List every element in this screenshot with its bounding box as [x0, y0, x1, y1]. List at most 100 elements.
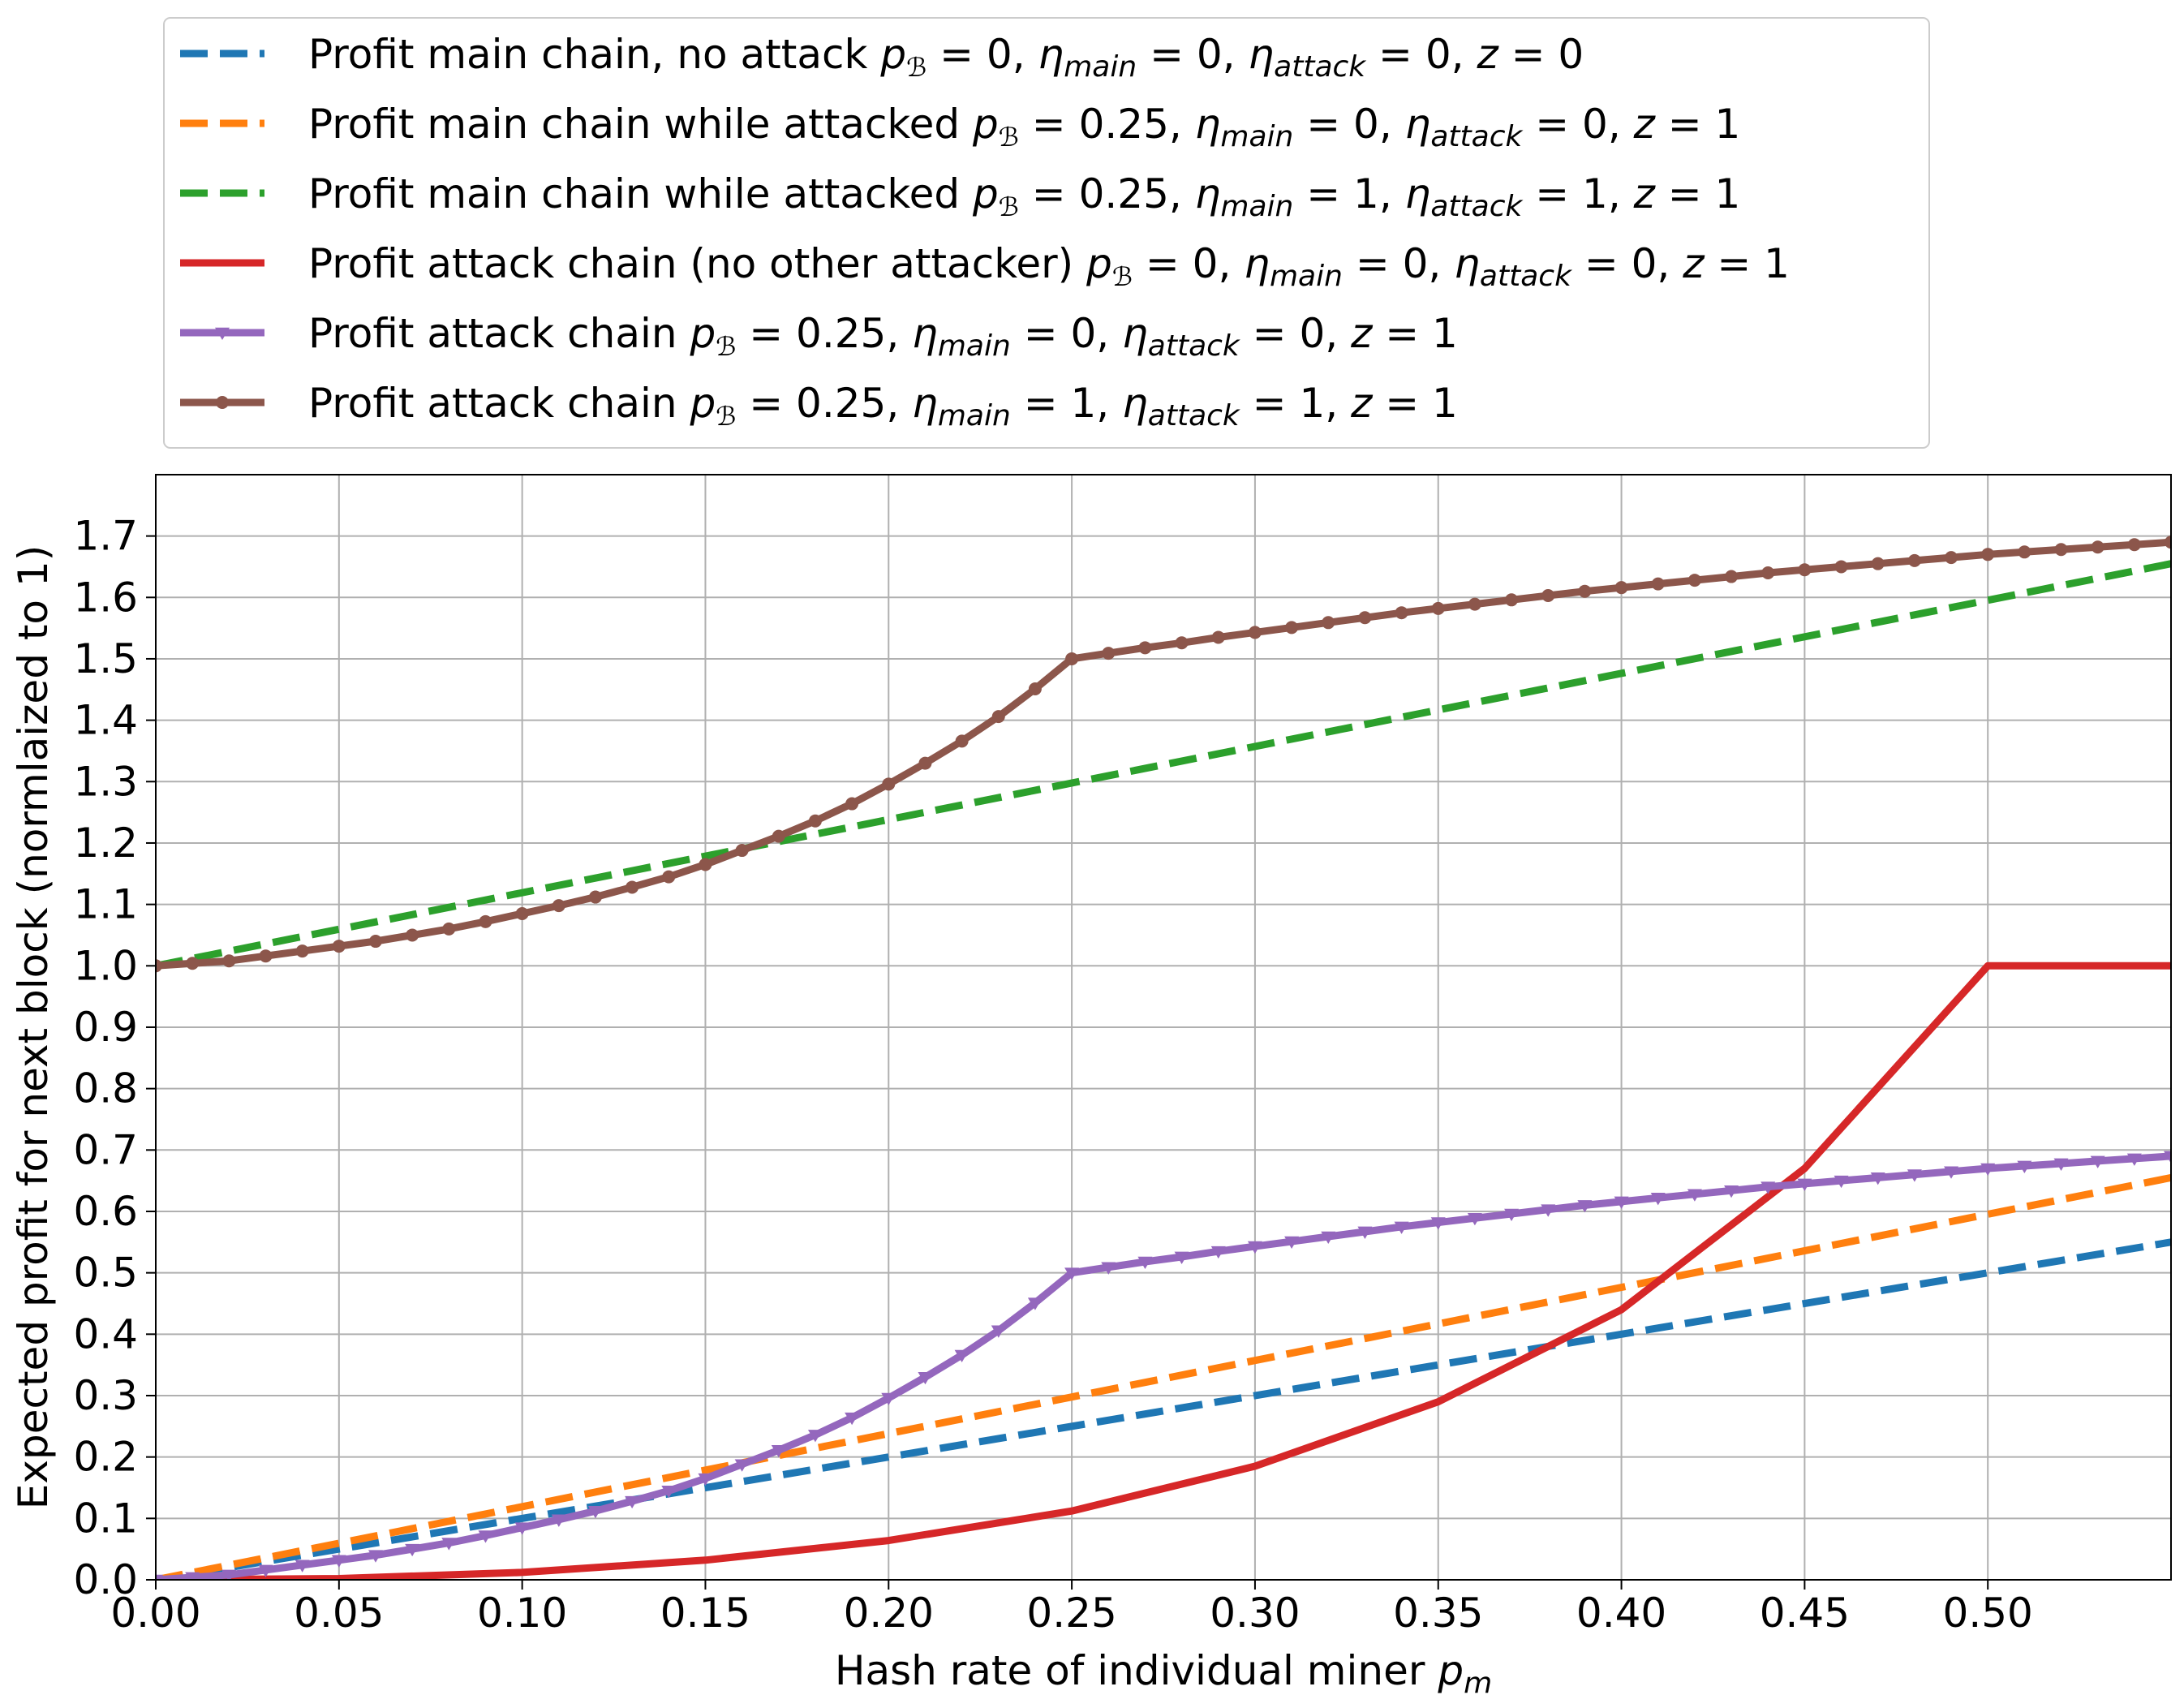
- series-line: [156, 1152, 2171, 1580]
- series-point: [2017, 1160, 2032, 1173]
- x-tick-label: 0.45: [1760, 1590, 1850, 1637]
- series-point: [1175, 636, 1189, 650]
- series-point: [918, 1371, 933, 1385]
- series-point: [661, 1485, 677, 1499]
- series-point: [1761, 1181, 1776, 1194]
- x-tick-label: 0.25: [1026, 1590, 1116, 1637]
- legend-label: Profit main chain, no attack pℬ = 0, ηma…: [308, 31, 1584, 84]
- legend-label: Profit attack chain (no other attacker) …: [308, 240, 1790, 293]
- legend-item: Profit attack chain (no other attacker) …: [180, 240, 1790, 293]
- series-point: [1358, 611, 1372, 625]
- x-tick-label: 0.30: [1210, 1590, 1300, 1637]
- series-point: [734, 1459, 750, 1472]
- series-point: [807, 1430, 823, 1443]
- series-point: [2127, 538, 2141, 552]
- series-point: [1614, 581, 1628, 595]
- x-tick-label: 0.35: [1393, 1590, 1483, 1637]
- y-tick-label: 1.3: [73, 758, 138, 805]
- series-point: [662, 870, 676, 884]
- series-point: [156, 1574, 163, 1580]
- series-point: [882, 777, 896, 791]
- y-tick-label: 0.4: [73, 1310, 138, 1357]
- ticks: 0.00 0.05 0.10 0.15 0.20 0.25 0.30 0.35 0.40 0.45…: [73, 513, 2032, 1637]
- series-point: [735, 844, 749, 858]
- series-point: [215, 327, 230, 340]
- series-point: [2165, 536, 2171, 549]
- x-tick-label: 0.50: [1943, 1590, 2033, 1637]
- series-point: [1870, 1172, 1885, 1185]
- series-point: [1322, 616, 1335, 630]
- series-point: [845, 797, 859, 811]
- series-point: [1651, 577, 1665, 591]
- series-point: [1101, 1262, 1116, 1275]
- series-point: [2126, 1153, 2142, 1166]
- series-point: [2018, 545, 2031, 559]
- series-point: [954, 1349, 969, 1363]
- series-point: [1064, 1267, 1080, 1280]
- series-point: [186, 957, 200, 970]
- series-point: [1430, 1217, 1446, 1230]
- series-point: [1578, 584, 1592, 598]
- legend-label: Profit main chain while attacked pℬ = 0.…: [308, 101, 1740, 153]
- y-tick-label: 1.2: [73, 820, 138, 867]
- y-axis-label: Expected profit for next block (normlaiz…: [10, 545, 57, 1509]
- series-point: [479, 914, 492, 928]
- y-tick-label: 1.5: [73, 635, 138, 682]
- series-1: [156, 1238, 2171, 1580]
- series-point: [845, 1412, 860, 1426]
- series-point: [955, 734, 969, 748]
- x-tick-label: 0.15: [660, 1590, 750, 1637]
- series-point: [1650, 1193, 1666, 1206]
- series-point: [1065, 652, 1079, 665]
- series-point: [1285, 621, 1299, 635]
- series-point: [1357, 1226, 1373, 1239]
- y-tick-label: 1.0: [73, 942, 138, 989]
- series-point: [368, 935, 382, 949]
- series-point: [1211, 630, 1225, 644]
- series-point: [156, 959, 162, 973]
- series-point: [771, 1445, 786, 1458]
- y-tick-label: 0.6: [73, 1188, 138, 1235]
- series-line: [156, 1173, 2171, 1580]
- series-4: [156, 962, 2171, 1580]
- series-point: [441, 1538, 457, 1551]
- series-point: [1247, 1241, 1262, 1254]
- legend-label: Profit main chain while attacked pℬ = 0.…: [308, 170, 1740, 223]
- series-point: [2164, 1151, 2171, 1164]
- series-point: [1907, 1169, 1922, 1182]
- series-point: [1541, 589, 1555, 603]
- series-point: [772, 829, 785, 843]
- series-point: [1541, 1204, 1556, 1217]
- series-point: [625, 1495, 640, 1509]
- series-line: [156, 1238, 2171, 1580]
- series-point: [478, 1530, 493, 1543]
- x-tick-label: 0.00: [110, 1590, 200, 1637]
- x-axis-label: Hash rate of individual miner pm: [835, 1647, 1492, 1700]
- y-tick-label: 0.0: [73, 1556, 138, 1603]
- y-tick-label: 0.1: [73, 1495, 138, 1542]
- series-6: [156, 536, 2171, 973]
- series-point: [1395, 606, 1408, 620]
- series-point: [2091, 540, 2104, 554]
- series-point: [216, 396, 229, 409]
- y-tick-label: 0.9: [73, 1004, 138, 1051]
- series-point: [331, 1555, 346, 1568]
- series-point: [1210, 1246, 1226, 1259]
- series-point: [551, 1514, 566, 1527]
- series-point: [698, 1473, 713, 1486]
- y-tick-label: 0.5: [73, 1250, 138, 1297]
- series-point: [587, 1505, 603, 1519]
- series-point: [406, 928, 419, 942]
- x-tick-label: 0.20: [844, 1590, 934, 1637]
- series-point: [1468, 597, 1481, 611]
- series-point: [1687, 574, 1701, 587]
- y-tick-label: 0.2: [73, 1434, 138, 1481]
- series-point: [294, 1560, 310, 1572]
- series-point: [1102, 647, 1116, 660]
- legend: Profit main chain, no attack pℬ = 0, ηma…: [163, 17, 1930, 449]
- series-point: [626, 880, 639, 894]
- series-point: [991, 710, 1005, 724]
- series-point: [258, 1564, 273, 1577]
- series-layer: [156, 536, 2171, 1580]
